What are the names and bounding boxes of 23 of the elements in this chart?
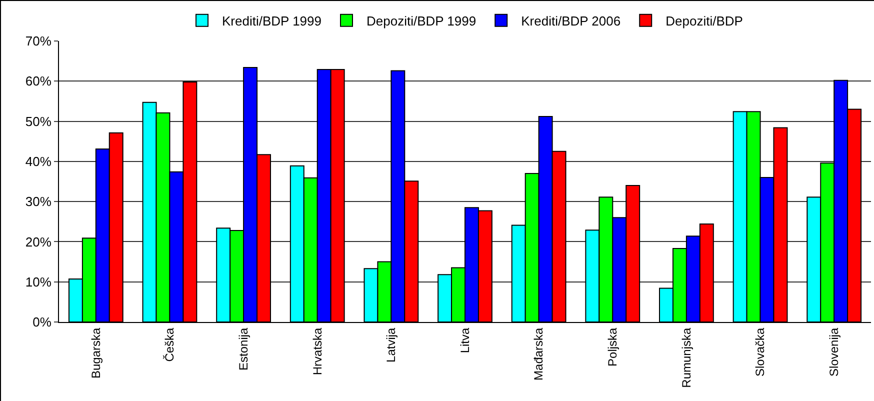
y-tick-label: 40%: [25, 154, 52, 169]
y-tick-label: 0%: [32, 314, 52, 330]
x-tick-label: Slovačka: [753, 327, 768, 377]
y-tick-label: 70%: [25, 34, 52, 49]
legend-label: Depoziti/BDP 1999: [366, 13, 476, 28]
x-tick-label: Slovenija: [826, 327, 841, 377]
x-tick-label: Litva: [458, 327, 472, 354]
y-tick-label: 30%: [25, 194, 52, 210]
y-tick-label: 20%: [25, 234, 52, 250]
x-tick-label: Bugarska: [88, 327, 103, 379]
x-tick-label: Latvija: [384, 327, 398, 362]
x-tick-label: Češka: [162, 327, 177, 362]
x-tick-label: Poljska: [606, 327, 620, 366]
x-tick-label: Estonija: [236, 327, 250, 371]
legend-label: Krediti/BDP 2006: [521, 13, 621, 28]
y-tick-label: 10%: [25, 274, 52, 290]
x-tick-label: Rumunjska: [679, 327, 694, 388]
x-tick-label: Mađarska: [532, 327, 546, 380]
legend-label: Depoziti/BDP: [666, 13, 743, 28]
y-tick-label: 50%: [25, 114, 52, 129]
y-tick-label: 60%: [25, 74, 52, 89]
x-tick-label: Hrvatska: [310, 327, 324, 376]
legend-label: Krediti/BDP 1999: [222, 13, 322, 28]
